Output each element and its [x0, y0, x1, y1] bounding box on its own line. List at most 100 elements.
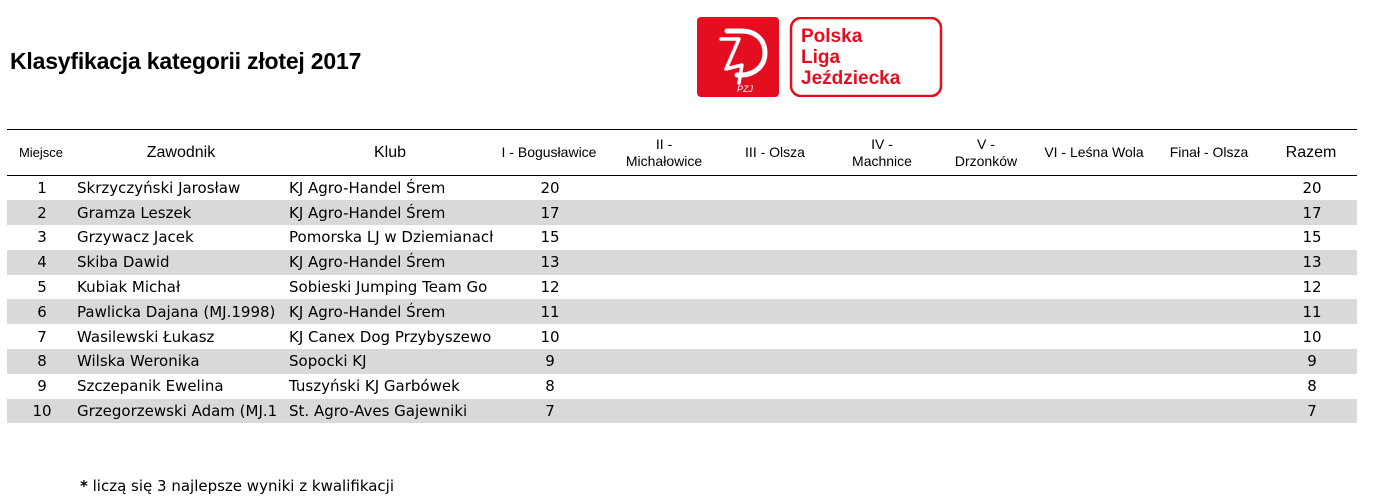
cell-final [1153, 299, 1265, 324]
cell-round-5 [937, 200, 1035, 225]
table-row: 1 Skrzyczyński Jarosław KJ Agro-Handel Ś… [7, 176, 1357, 201]
table-row: 5 Kubiak Michał Sobieski Jumping Team Go… [7, 275, 1357, 300]
cell-round-5 [937, 225, 1035, 250]
footnote-text: liczą się 3 najlepsze wyniki z kwalifika… [87, 477, 395, 495]
logo-line-1: Polska [801, 26, 863, 47]
cell-round-2 [605, 349, 723, 374]
cell-place: 3 [37, 228, 47, 247]
cell-rider: Skrzyczyński Jarosław [77, 179, 241, 198]
header-round-5-line-1: V - [977, 135, 995, 152]
cell-round-3 [723, 225, 827, 250]
header-round-4: IV - Machnice [827, 130, 937, 176]
header-round-5-line-2: Drzonków [954, 152, 1018, 169]
cell-club: KJ Agro-Handel Śrem [289, 302, 446, 321]
cell-round-4 [827, 324, 937, 349]
cell-club: KJ Agro-Handel Śrem [289, 253, 446, 272]
cell-place: 6 [37, 302, 47, 321]
cell-round-5 [937, 299, 1035, 324]
cell-place: 2 [37, 203, 47, 222]
header-round-3: III - Olsza [745, 144, 805, 160]
cell-rider: Grzywacz Jacek [77, 228, 194, 247]
header-round-6: VI - Leśna Wola [1044, 144, 1144, 160]
cell-total: 15 [1302, 228, 1322, 247]
cell-total: 7 [1307, 402, 1317, 421]
cell-round-1: 15 [540, 228, 560, 247]
cell-final [1153, 275, 1265, 300]
cell-rider: Wasilewski Łukasz [77, 327, 215, 346]
footnote: * liczą się 3 najlepsze wyniki z kwalifi… [80, 477, 394, 495]
page-title: Klasyfikacja kategorii złotej 2017 [10, 48, 362, 74]
cell-place: 9 [37, 377, 47, 396]
cell-round-6 [1035, 299, 1153, 324]
cell-round-4 [827, 250, 937, 275]
cell-round-4 [827, 299, 937, 324]
cell-place: 4 [37, 253, 47, 272]
header-place: Miejsce [18, 145, 64, 160]
cell-round-2 [605, 225, 723, 250]
table-row: 10 Grzegorzewski Adam (MJ.1 St. Agro-Ave… [7, 398, 1357, 424]
header-club: Klub [373, 144, 407, 161]
cell-final [1153, 250, 1265, 275]
cell-place: 10 [32, 402, 52, 421]
polska-liga-jezdziecka-logo: PZJ Polska Liga Jeździecka [697, 17, 943, 97]
header-round-2-line-2: Michałowice [625, 152, 703, 169]
cell-final [1153, 399, 1265, 424]
cell-place: 5 [37, 278, 47, 297]
cell-club: Pomorska LJ w Dziemianach [289, 228, 493, 247]
cell-round-1: 20 [540, 179, 560, 198]
cell-round-6 [1035, 250, 1153, 275]
cell-round-2 [605, 275, 723, 300]
header-final: Finał - Olsza [1169, 144, 1249, 160]
cell-round-5 [937, 399, 1035, 424]
cell-round-6 [1035, 225, 1153, 250]
ranking-rows: 1 Skrzyczyński Jarosław KJ Agro-Handel Ś… [7, 176, 1357, 424]
table-row: 4 Skiba Dawid KJ Agro-Handel Śrem 13 13 [7, 249, 1357, 275]
cell-total: 11 [1302, 302, 1322, 321]
cell-final [1153, 225, 1265, 250]
cell-round-6 [1035, 200, 1153, 225]
cell-round-3 [723, 176, 827, 201]
cell-round-4 [827, 399, 937, 424]
cell-round-5 [937, 250, 1035, 275]
cell-total: 9 [1307, 352, 1317, 371]
header-round-2-line-1: II - [655, 135, 673, 152]
cell-round-5 [937, 176, 1035, 201]
header-total: Razem [1285, 144, 1337, 161]
cell-rider: Szczepanik Ewelina [77, 377, 224, 396]
cell-round-1: 11 [540, 302, 560, 321]
table-header-row: Miejsce Zawodnik Klub I - Bogusławice II… [7, 129, 1357, 176]
cell-round-2 [605, 324, 723, 349]
cell-round-1: 9 [545, 352, 555, 371]
cell-round-2 [605, 250, 723, 275]
table-row: 9 Szczepanik Ewelina Tuszyński KJ Garbów… [7, 374, 1357, 399]
cell-rider: Gramza Leszek [77, 203, 192, 222]
cell-round-5 [937, 349, 1035, 374]
cell-rider: Kubiak Michał [77, 278, 181, 297]
table-row: 3 Grzywacz Jacek Pomorska LJ w Dziemiana… [7, 225, 1357, 250]
cell-round-6 [1035, 324, 1153, 349]
cell-final [1153, 349, 1265, 374]
cell-final [1153, 200, 1265, 225]
cell-place: 1 [37, 179, 47, 198]
cell-total: 20 [1302, 179, 1322, 198]
cell-round-1: 7 [545, 402, 555, 421]
cell-round-3 [723, 200, 827, 225]
cell-round-1: 17 [540, 203, 560, 222]
cell-final [1153, 176, 1265, 201]
table-row: 7 Wasilewski Łukasz KJ Canex Dog Przybys… [7, 324, 1357, 349]
cell-round-1: 12 [540, 278, 560, 297]
cell-rider: Wilska Weronika [77, 352, 200, 371]
cell-round-5 [937, 324, 1035, 349]
cell-round-6 [1035, 275, 1153, 300]
cell-total: 17 [1302, 203, 1322, 222]
header-round-1: I - Bogusławice [501, 144, 597, 160]
header-round-5: V - Drzonków [937, 130, 1035, 176]
cell-round-6 [1035, 399, 1153, 424]
cell-round-4 [827, 275, 937, 300]
cell-round-3 [723, 374, 827, 399]
table-row: 8 Wilska Weronika Sopocki KJ 9 9 [7, 349, 1357, 374]
cell-club: KJ Canex Dog Przybyszewo [289, 327, 492, 346]
cell-place: 7 [37, 327, 47, 346]
table-row: 2 Gramza Leszek KJ Agro-Handel Śrem 17 1… [7, 200, 1357, 226]
cell-round-3 [723, 324, 827, 349]
